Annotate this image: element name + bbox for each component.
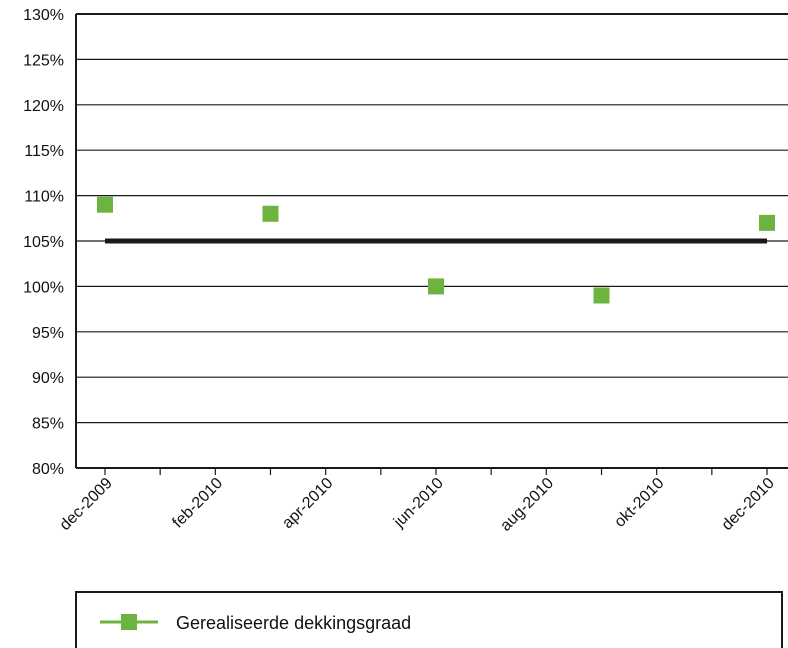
legend-box [75,591,783,648]
x-tick-label: apr-2010 [279,475,336,532]
x-tick-label: dec-2010 [719,475,778,534]
x-axis-ticks: dec-2009 feb-2010 apr-2010 jun-2010 aug-2010… [57,468,778,535]
data-point [428,278,444,295]
y-tick-label: 90% [32,370,64,387]
legend-label: Gerealiseerde dekkingsgraad [176,613,411,633]
y-axis-tick-labels: 80% 85% 90% 95% 100% 105% 110% 115% 120% 125% 130% [23,7,64,478]
y-tick-label: 95% [32,325,64,342]
x-tick-label: aug-2010 [497,475,557,535]
data-point [593,287,610,304]
y-tick-label: 130% [23,7,64,24]
x-tick-label: dec-2009 [57,475,116,534]
y-tick-label: 115% [24,143,64,160]
y-tick-label: 125% [23,52,64,69]
data-point [759,214,775,231]
y-tick-label: 105% [23,234,64,251]
x-tick-label: jun-2010 [390,475,447,532]
data-point [97,196,113,213]
x-tick-label: feb-2010 [169,475,226,532]
y-tick-label: 110% [24,189,64,206]
y-tick-label: 120% [23,98,64,115]
y-tick-label: 100% [23,279,64,296]
data-point [262,205,279,222]
y-tick-label: 85% [32,416,64,433]
legend-marker-icon [121,614,137,630]
data-points [97,196,775,304]
x-tick-label: okt-2010 [611,475,667,531]
y-tick-label: 80% [32,461,64,478]
